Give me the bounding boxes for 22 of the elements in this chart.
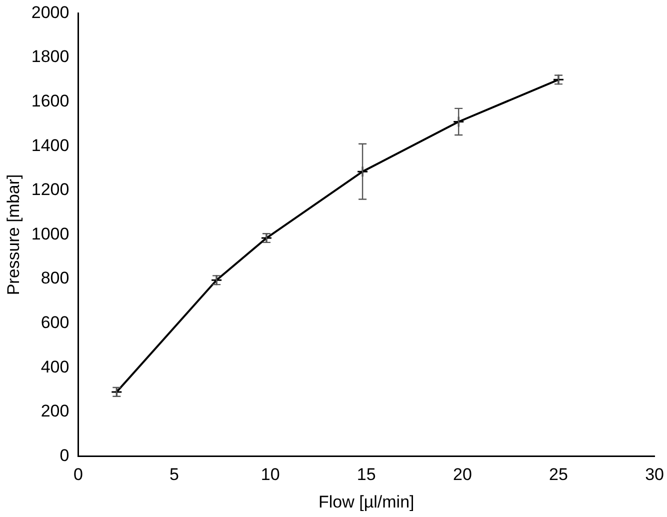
y-axis-title: Pressure [mbar] xyxy=(4,174,23,296)
y-tick-label: 600 xyxy=(40,312,70,332)
x-tick-label: 10 xyxy=(260,465,280,484)
x-axis-title: Flow [µl/min] xyxy=(318,492,414,512)
point xyxy=(356,166,368,178)
x-tick-label: 0 xyxy=(73,465,83,484)
x-tick-label: 5 xyxy=(170,465,180,484)
x-tick-label: 25 xyxy=(549,465,568,484)
y-tick-label: 1400 xyxy=(31,136,70,155)
y-tick-label: 400 xyxy=(40,357,70,376)
y-tick-label: 0 xyxy=(60,446,70,465)
y-tick-label: 1600 xyxy=(31,91,70,110)
y-tick-label: 1800 xyxy=(31,47,70,66)
y-tick-label: 1000 xyxy=(31,224,70,244)
y-tick-label: 200 xyxy=(40,402,70,421)
x-tick-label: 20 xyxy=(452,465,472,484)
y-tick-label: 1200 xyxy=(31,180,70,200)
x-tick-label: 30 xyxy=(645,465,664,484)
y-tick-label: 2000 xyxy=(31,2,70,22)
y-tick-label: 800 xyxy=(40,268,70,288)
point xyxy=(452,116,464,128)
x-tick-label: 15 xyxy=(356,465,376,484)
